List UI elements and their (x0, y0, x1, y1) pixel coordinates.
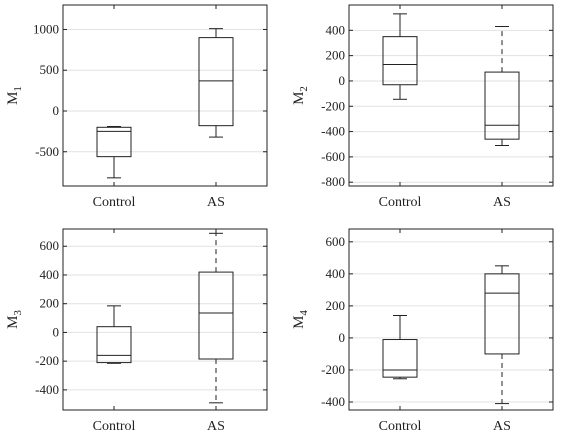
y-axis-label: M4 (291, 310, 310, 329)
y-tick-label: 0 (53, 103, 60, 118)
box-control (96, 305, 132, 364)
iqr-box (382, 339, 418, 378)
x-category-label: AS (493, 195, 511, 210)
y-tick-label: 0 (53, 324, 60, 339)
iqr-box (382, 36, 418, 86)
y-tick-label: -400 (321, 394, 345, 409)
y-axis-label: M2 (291, 86, 310, 105)
plot-frame (348, 228, 554, 411)
y-tick-label: -200 (35, 353, 59, 368)
box-control (96, 125, 132, 179)
plot-frame (62, 228, 268, 411)
iqr-box (484, 71, 520, 140)
y-axis-label-subscript: 2 (298, 86, 310, 92)
y-tick-label: 0 (339, 73, 346, 88)
y-tick-label: 200 (326, 48, 346, 63)
y-tick-label: 400 (40, 267, 60, 282)
panel-m4: -400 -200 0 200 400 600 Control AS M4 (291, 228, 554, 432)
y-tick-label: -600 (321, 149, 345, 164)
box-as (484, 265, 520, 405)
x-category-label: AS (207, 419, 225, 432)
plot-frame (62, 4, 268, 187)
panel-m2: -800 -600 -400 -200 0 200 400 Control AS M2 (291, 4, 554, 210)
y-tick-label: -400 (321, 124, 345, 139)
y-axis-label-main: M (291, 92, 307, 105)
panel-m3: -400 -200 0 200 400 600 Control AS M3 (5, 228, 268, 432)
box-control (382, 13, 418, 100)
box-control (382, 314, 418, 380)
y-tick-label: 400 (326, 266, 346, 281)
y-tick-label: 500 (40, 62, 60, 77)
box-as (484, 26, 520, 146)
box-as (198, 232, 234, 404)
box-as (198, 28, 234, 138)
y-tick-label: 1000 (33, 21, 59, 36)
y-axis-label-subscript: 1 (12, 86, 24, 92)
x-category-label: Control (93, 195, 136, 210)
x-category-label: AS (493, 419, 511, 432)
x-category-label: Control (379, 195, 422, 210)
y-tick-label: -800 (321, 174, 345, 189)
y-axis-label: M1 (5, 86, 24, 105)
x-category-label: Control (379, 419, 422, 432)
panel-m1: -500 0 500 1000 Control AS M1 (5, 4, 268, 210)
x-category-label: Control (93, 419, 136, 432)
y-tick-label: 200 (40, 296, 60, 311)
y-tick-label: 400 (326, 22, 346, 37)
iqr-box (484, 273, 520, 355)
y-tick-label: -200 (321, 98, 345, 113)
x-category-label: AS (207, 195, 225, 210)
y-tick-label: 600 (326, 234, 346, 249)
y-tick-label: 200 (326, 298, 346, 313)
iqr-box (96, 326, 132, 364)
y-axis-label-main: M (5, 316, 21, 329)
iqr-box (198, 37, 234, 127)
y-tick-label: 0 (339, 330, 346, 345)
plot-frame (348, 4, 554, 187)
y-tick-label: -400 (35, 382, 59, 397)
y-axis-label-main: M (291, 316, 307, 329)
y-tick-label: -500 (35, 144, 59, 159)
y-axis-label-subscript: 3 (12, 310, 24, 316)
y-axis-label-subscript: 4 (298, 310, 310, 316)
iqr-box (198, 271, 234, 360)
y-tick-label: 600 (40, 238, 60, 253)
iqr-box (96, 126, 132, 158)
y-axis-label: M3 (5, 310, 24, 329)
y-tick-label: -200 (321, 362, 345, 377)
y-axis-label-main: M (5, 92, 21, 105)
